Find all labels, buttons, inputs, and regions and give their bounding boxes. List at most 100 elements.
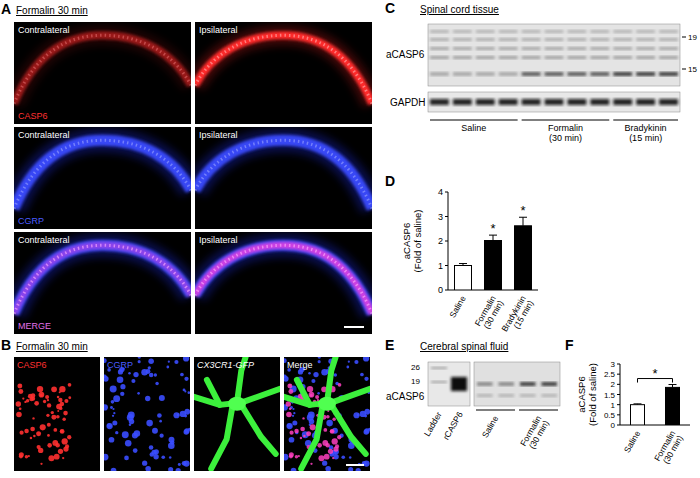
panel-letter: F (565, 337, 574, 353)
signal-dot (293, 412, 295, 414)
image-bg (14, 127, 191, 229)
tissue (14, 245, 191, 313)
bar (666, 387, 680, 425)
bar (631, 405, 645, 425)
band (476, 72, 495, 76)
band (659, 72, 678, 76)
signal-dot (24, 429, 29, 434)
signal-dot (51, 411, 54, 414)
signal-dot (62, 438, 68, 444)
signal-dot (112, 408, 114, 410)
band (545, 38, 564, 41)
band (659, 30, 678, 33)
signal-dot (176, 468, 181, 471)
signal-dot (34, 401, 39, 406)
signal-dot (169, 456, 172, 459)
signal-dot (341, 455, 345, 459)
y-tick (617, 374, 620, 375)
band (430, 38, 449, 41)
signal-dot (63, 411, 68, 416)
signal-dot (364, 429, 369, 434)
signal-dot (110, 386, 117, 393)
signal-dot (333, 454, 338, 459)
band (453, 47, 472, 50)
microglia-process (331, 405, 365, 454)
micrograph (14, 232, 191, 334)
band (567, 47, 586, 50)
signal-dot (289, 437, 295, 443)
band (522, 99, 541, 105)
signal-dot (53, 428, 57, 432)
bar (455, 266, 472, 291)
label-line: Bradykinin (625, 123, 667, 133)
signal-dot (338, 383, 342, 387)
image-bg (195, 127, 372, 229)
panel-letter: A (1, 1, 11, 17)
channel-label: CX3CR1-GFP (197, 360, 254, 370)
signal-dot (24, 401, 26, 403)
signal-dot (59, 407, 62, 410)
marker-tick (682, 69, 686, 70)
y-tick-label: 1.5 (604, 391, 616, 400)
signal-dot (19, 407, 22, 410)
band (499, 47, 518, 50)
marker-label: 26 (411, 363, 420, 372)
band (453, 30, 472, 33)
micrograph (14, 22, 191, 124)
signal-dot (137, 392, 140, 395)
band (659, 56, 678, 59)
label-line: aCASP6 (401, 223, 412, 259)
signal-dot (120, 384, 125, 389)
column-label: Contralateral (18, 130, 70, 140)
signal-dot (68, 383, 72, 387)
signal-dot (47, 403, 51, 407)
signal-dot (60, 402, 65, 407)
marker-label: 19 (411, 377, 420, 386)
panel-title: Spinal cord tissue (420, 4, 499, 15)
signal-dot (303, 435, 306, 438)
signal-dot (40, 463, 42, 465)
ladder-band (431, 381, 447, 383)
signal-dot (184, 409, 190, 415)
signal (14, 35, 191, 103)
signal-dot (168, 467, 173, 471)
micrograph (195, 22, 372, 124)
image-bg (284, 357, 370, 471)
band (590, 56, 609, 59)
signal-dot (318, 360, 321, 363)
group-label: Formalin(30 min) (548, 123, 583, 143)
error-cap (459, 263, 467, 264)
signal-dot (313, 372, 318, 377)
signal-dot (57, 396, 60, 399)
group-label: Saline (461, 123, 486, 133)
y-axis-label: aCASP6(Fold of saline) (401, 210, 423, 273)
signal (195, 245, 372, 313)
signal-dot (25, 455, 28, 458)
signal-dot (110, 406, 113, 409)
signal-dot (30, 427, 35, 432)
signal-dot (45, 395, 49, 399)
channel-label: CGRP (107, 360, 133, 370)
signal-dot (57, 410, 59, 412)
figure: AFormalin 30 minContralateralCASP6Ipsila… (0, 0, 700, 478)
band (430, 72, 449, 76)
image-bg (14, 22, 191, 124)
band (499, 38, 518, 41)
band (613, 47, 632, 50)
signal (195, 140, 372, 208)
signal-dot (106, 423, 112, 429)
signal-dot (310, 463, 312, 465)
signal-dot (310, 424, 316, 430)
band (545, 56, 564, 59)
signal-dot (292, 420, 297, 425)
band (499, 99, 518, 105)
column-label: Ipsilateral (199, 130, 238, 140)
signal-dot (36, 431, 41, 436)
band (636, 38, 655, 41)
y-tick (617, 394, 620, 395)
y-tick (445, 241, 448, 242)
y-tick-label: 3 (438, 212, 443, 222)
signal-dot (187, 391, 190, 394)
band (542, 382, 558, 386)
significance: * (490, 221, 495, 236)
